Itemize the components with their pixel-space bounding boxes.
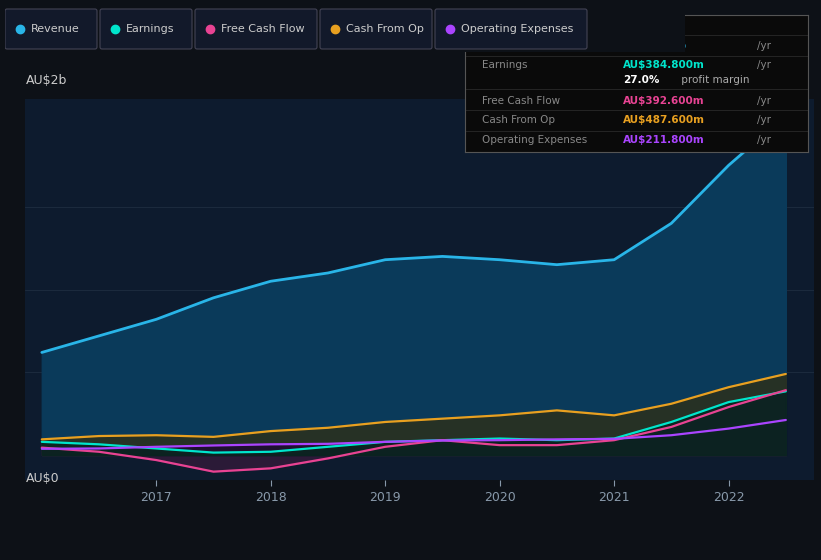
Text: /yr: /yr (756, 115, 771, 125)
Text: /yr: /yr (756, 41, 771, 51)
FancyBboxPatch shape (320, 9, 432, 49)
Text: Revenue: Revenue (31, 24, 80, 34)
Text: Revenue: Revenue (482, 41, 527, 51)
Text: Operating Expenses: Operating Expenses (461, 24, 573, 34)
FancyBboxPatch shape (435, 9, 587, 49)
Text: AU$1.427b: AU$1.427b (623, 41, 687, 51)
Text: profit margin: profit margin (677, 75, 749, 85)
Text: AU$487.600m: AU$487.600m (623, 115, 704, 125)
Text: 27.0%: 27.0% (623, 75, 659, 85)
Text: Jun 30 2022: Jun 30 2022 (482, 25, 560, 38)
Text: AU$211.800m: AU$211.800m (623, 136, 704, 146)
Text: AU$384.800m: AU$384.800m (623, 60, 704, 70)
FancyBboxPatch shape (100, 9, 192, 49)
Text: /yr: /yr (756, 60, 771, 70)
Text: /yr: /yr (756, 136, 771, 146)
Text: Free Cash Flow: Free Cash Flow (482, 96, 560, 106)
Text: Operating Expenses: Operating Expenses (482, 136, 587, 146)
Text: AU$0: AU$0 (26, 472, 60, 484)
Text: Cash From Op: Cash From Op (482, 115, 555, 125)
Text: Earnings: Earnings (126, 24, 175, 34)
Text: AU$392.600m: AU$392.600m (623, 96, 704, 106)
Text: AU$2b: AU$2b (26, 74, 67, 87)
Text: Earnings: Earnings (482, 60, 528, 70)
FancyBboxPatch shape (195, 9, 317, 49)
Text: Cash From Op: Cash From Op (346, 24, 424, 34)
Text: /yr: /yr (756, 96, 771, 106)
Text: Free Cash Flow: Free Cash Flow (221, 24, 305, 34)
FancyBboxPatch shape (5, 9, 97, 49)
